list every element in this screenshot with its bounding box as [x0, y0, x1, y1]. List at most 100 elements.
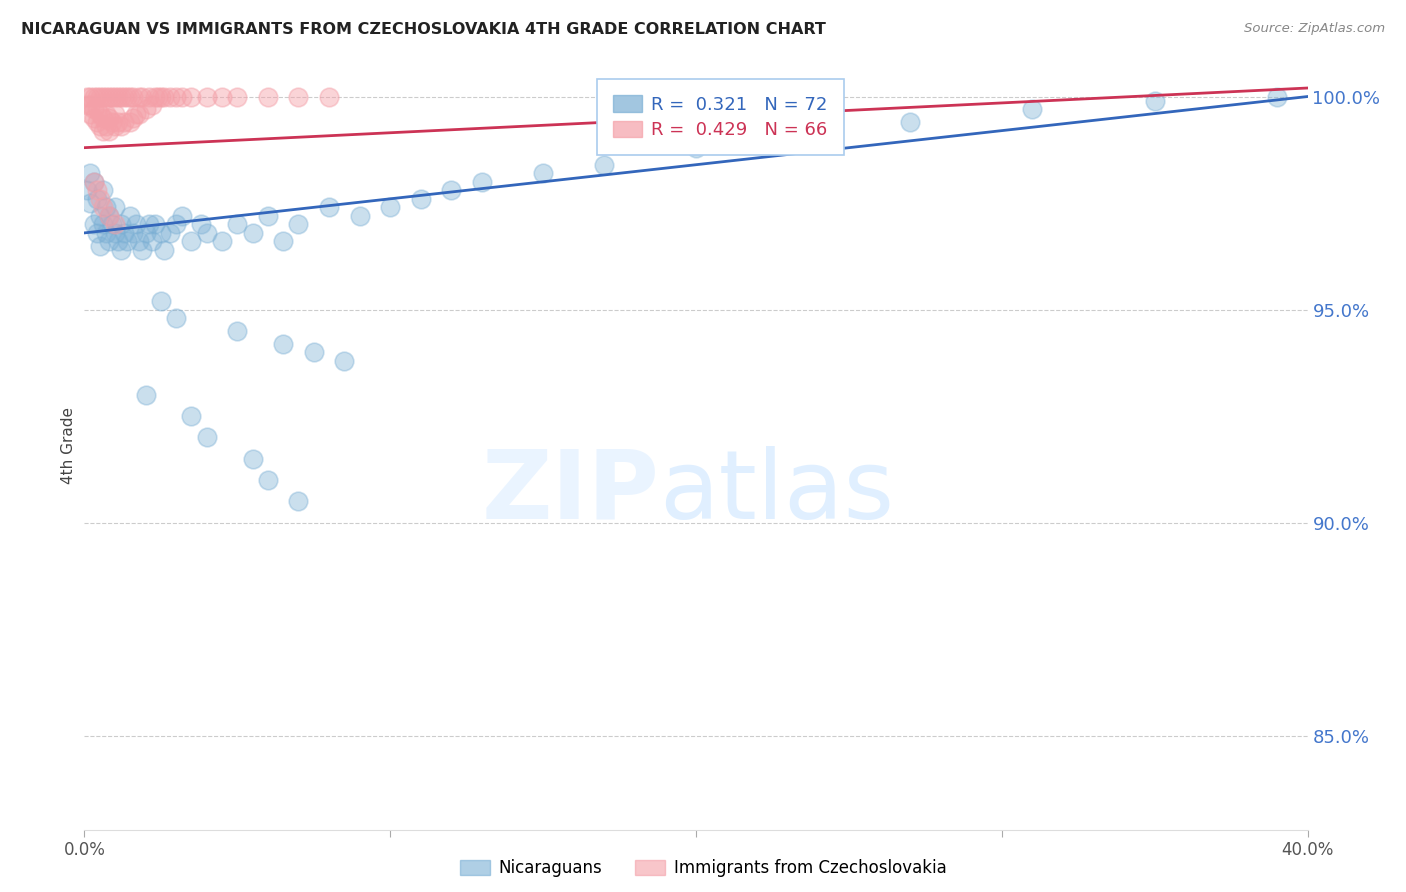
Point [79, 166, 101, 180]
Point [94, 200, 117, 214]
Point [180, 409, 202, 424]
Point [593, 158, 616, 172]
Point [86, 115, 108, 129]
Point [318, 200, 340, 214]
Point [180, 235, 202, 249]
Point [141, 235, 163, 249]
Point [211, 89, 233, 103]
Point [91, 111, 114, 125]
Point [172, 209, 194, 223]
Point [101, 89, 124, 103]
Point [195, 430, 218, 444]
Point [141, 98, 163, 112]
Point [211, 235, 233, 249]
Point [143, 89, 166, 103]
Point [165, 89, 187, 103]
Point [128, 106, 150, 120]
Point [180, 89, 202, 103]
Point [287, 218, 309, 232]
Point [122, 89, 145, 103]
Point [101, 115, 124, 129]
Point [159, 89, 181, 103]
Point [79, 196, 101, 211]
Point [271, 336, 294, 351]
Point [302, 345, 325, 359]
Point [149, 89, 172, 103]
Point [107, 235, 129, 249]
Point [79, 89, 101, 103]
Point [83, 175, 105, 189]
Point [97, 209, 120, 223]
Point [110, 89, 132, 103]
Point [89, 89, 111, 103]
Point [83, 175, 105, 189]
Point [83, 103, 105, 117]
Point [531, 166, 554, 180]
Point [1021, 103, 1043, 117]
Point [97, 89, 120, 103]
Point [471, 175, 494, 189]
Point [76, 89, 98, 103]
Point [125, 218, 148, 232]
Point [101, 218, 124, 232]
Point [112, 226, 135, 240]
Point [333, 353, 356, 368]
Point [83, 111, 105, 125]
Point [104, 200, 127, 214]
Point [318, 89, 340, 103]
Point [94, 106, 117, 120]
Point [242, 451, 264, 466]
Point [349, 209, 371, 223]
Point [226, 324, 249, 338]
Point [380, 200, 402, 214]
Point [97, 111, 120, 125]
Point [112, 115, 135, 129]
Point [149, 226, 172, 240]
Point [172, 89, 194, 103]
Point [115, 89, 138, 103]
Point [190, 218, 212, 232]
Point [76, 98, 98, 112]
Point [195, 89, 218, 103]
Text: atlas: atlas [659, 445, 894, 539]
Point [76, 183, 98, 197]
Point [271, 235, 294, 249]
Legend: Nicaraguans, Immigrants from Czechoslovakia: Nicaraguans, Immigrants from Czechoslova… [453, 853, 953, 884]
Point [226, 89, 249, 103]
Point [89, 192, 111, 206]
Point [122, 111, 145, 125]
Point [110, 120, 132, 134]
Point [97, 209, 120, 223]
Point [409, 192, 432, 206]
Point [110, 218, 132, 232]
Point [165, 218, 187, 232]
Point [153, 243, 176, 257]
Point [1143, 94, 1166, 108]
Point [257, 473, 280, 487]
Point [83, 89, 105, 103]
Point [89, 238, 111, 252]
Point [287, 89, 309, 103]
Point [91, 218, 114, 232]
Point [776, 132, 799, 146]
Point [135, 388, 157, 402]
Point [83, 218, 105, 232]
Point [120, 89, 142, 103]
Point [104, 120, 127, 134]
Point [257, 89, 280, 103]
Y-axis label: 4th Grade: 4th Grade [60, 408, 76, 484]
Point [138, 218, 160, 232]
Point [120, 115, 142, 129]
Point [91, 123, 114, 137]
Point [79, 98, 101, 112]
Point [440, 183, 463, 197]
Point [143, 218, 166, 232]
Point [86, 192, 108, 206]
Point [257, 209, 280, 223]
Point [153, 89, 176, 103]
Point [89, 106, 111, 120]
Point [128, 235, 150, 249]
Point [91, 200, 114, 214]
Point [104, 226, 127, 240]
Point [104, 218, 127, 232]
